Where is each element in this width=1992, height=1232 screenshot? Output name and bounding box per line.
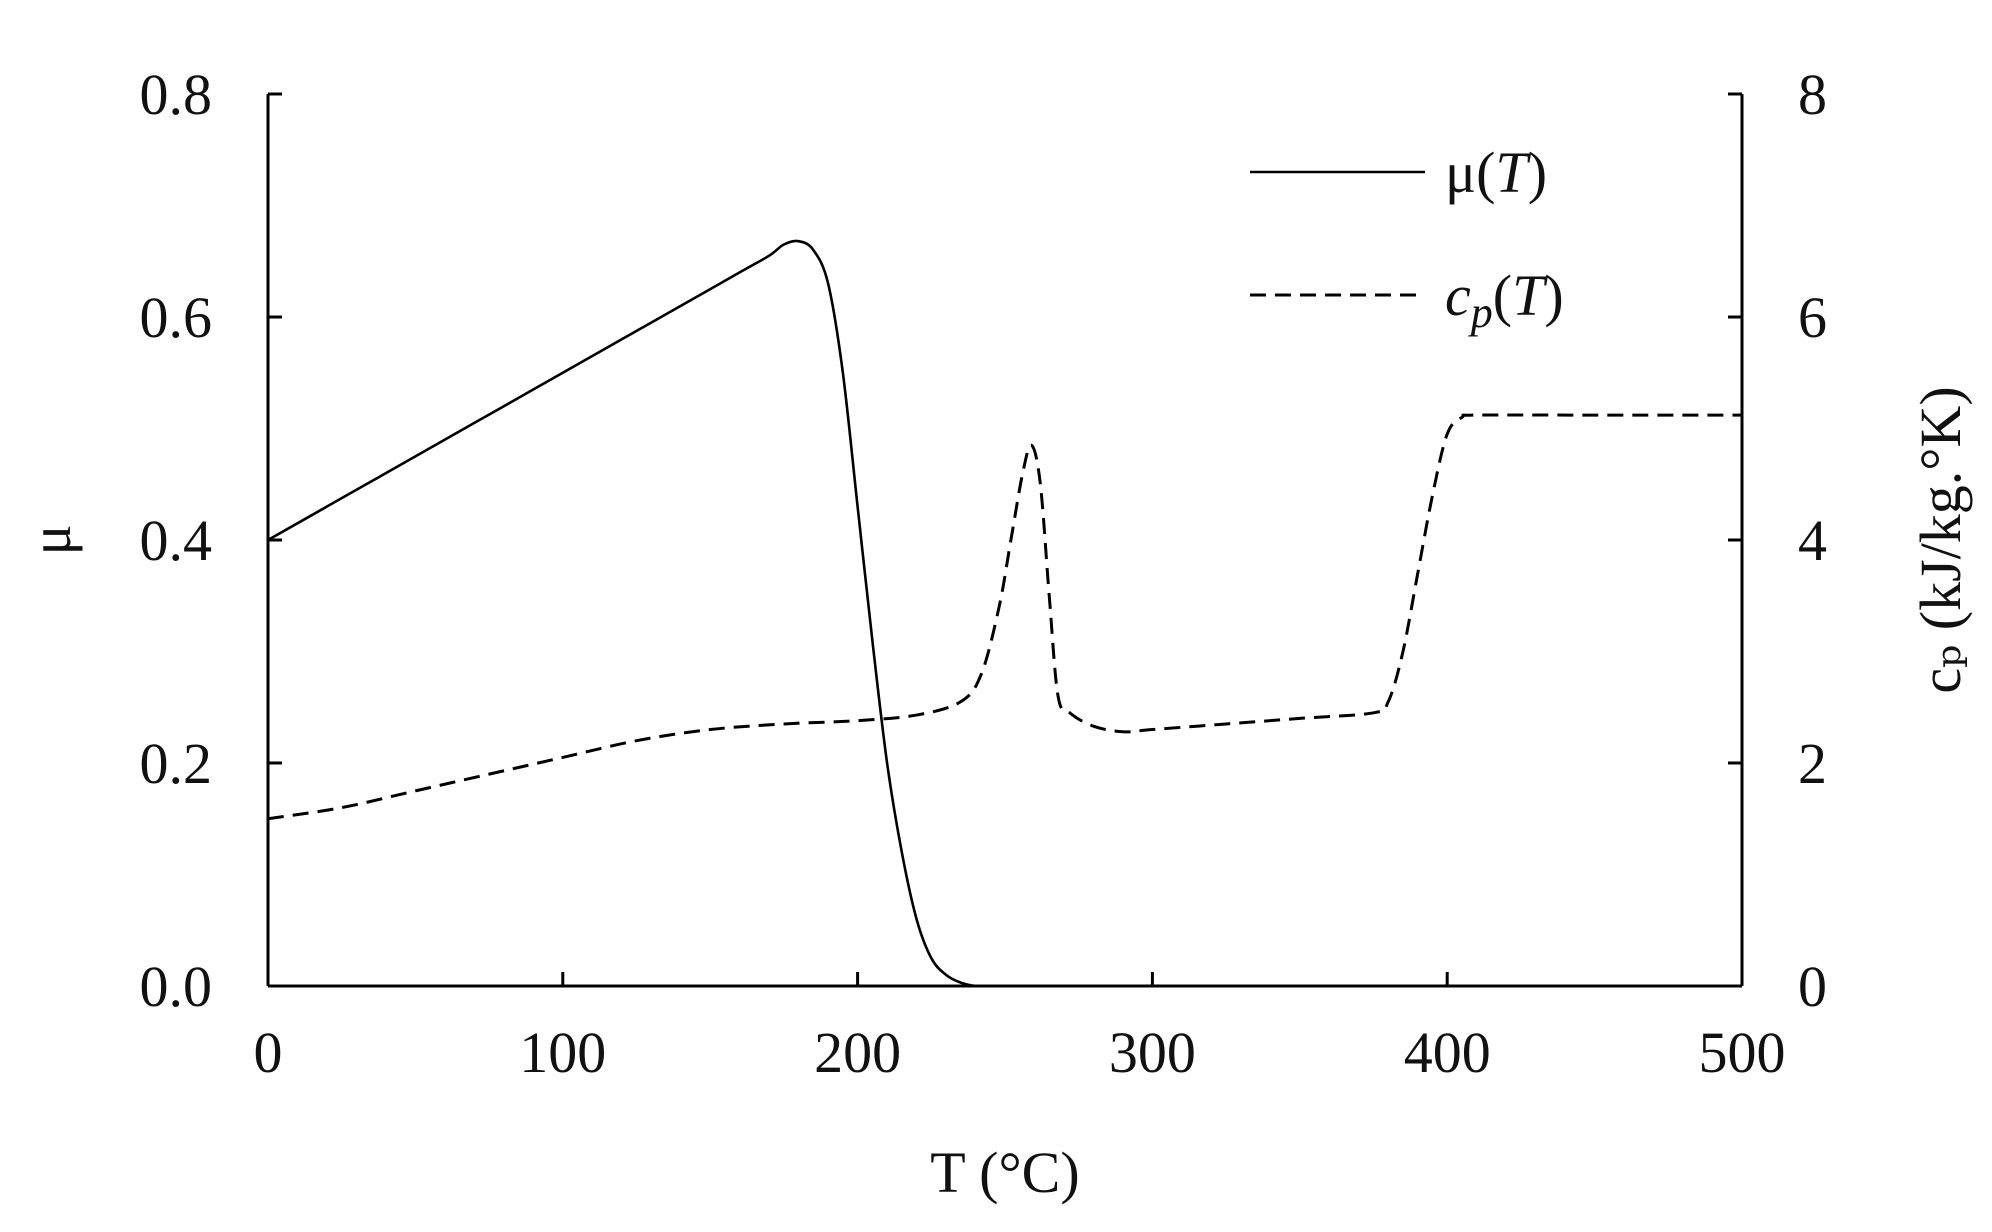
y-axis-right-title: cₚ (kJ/kg.°K) xyxy=(1908,386,1973,693)
legend-mu-var: T xyxy=(1495,140,1531,205)
x-tick-label: 100 xyxy=(519,1020,606,1085)
y-axis-left-title: μ xyxy=(18,524,83,555)
legend-cp-open: ( xyxy=(1493,263,1512,328)
series-mu-line xyxy=(267,239,991,988)
y-right-tick-label: 8 xyxy=(1798,62,1827,127)
legend-cp-main: c xyxy=(1445,263,1471,328)
y-left-tick-label: 0.8 xyxy=(140,62,213,127)
legend-cp-sub: p xyxy=(1468,288,1493,337)
y-right-tick-label: 6 xyxy=(1798,285,1827,350)
y-left-tick-label: 0.2 xyxy=(140,731,213,796)
y-left-tick-label: 0.0 xyxy=(140,954,213,1019)
y-left-tick-label: 0.6 xyxy=(140,285,213,350)
y-right-tick-label: 4 xyxy=(1798,508,1827,573)
series-cp-line xyxy=(267,413,1742,821)
y-right-tick-label: 0 xyxy=(1798,954,1827,1019)
x-tick-label: 0 xyxy=(254,1020,283,1085)
legend-cp-close: ) xyxy=(1544,263,1563,328)
x-axis-title: T (°C) xyxy=(930,1140,1079,1205)
legend-cp-var: T xyxy=(1512,263,1548,328)
legend-label-mu: μ(T) xyxy=(1445,140,1547,205)
y-left-tick-label: 0.4 xyxy=(140,508,213,573)
x-tick-label: 200 xyxy=(814,1020,901,1085)
ticks xyxy=(266,92,1744,988)
y-right-tick-label: 2 xyxy=(1798,731,1827,796)
legend: μ(T) cp(T) xyxy=(1250,140,1564,337)
x-tick-label: 400 xyxy=(1404,1020,1491,1085)
legend-mu-tail: ) xyxy=(1528,140,1547,205)
legend-mu-main: μ( xyxy=(1445,140,1495,205)
legend-label-cp: cp(T) xyxy=(1445,263,1564,337)
plot-area xyxy=(267,239,1742,988)
tick-labels: 0 100 200 300 400 500 0.0 0.2 0.4 0.6 0.8 0 2 4 6 8 xyxy=(140,62,1828,1085)
x-tick-label: 500 xyxy=(1699,1020,1786,1085)
x-tick-label: 300 xyxy=(1109,1020,1196,1085)
axes xyxy=(266,94,1744,988)
